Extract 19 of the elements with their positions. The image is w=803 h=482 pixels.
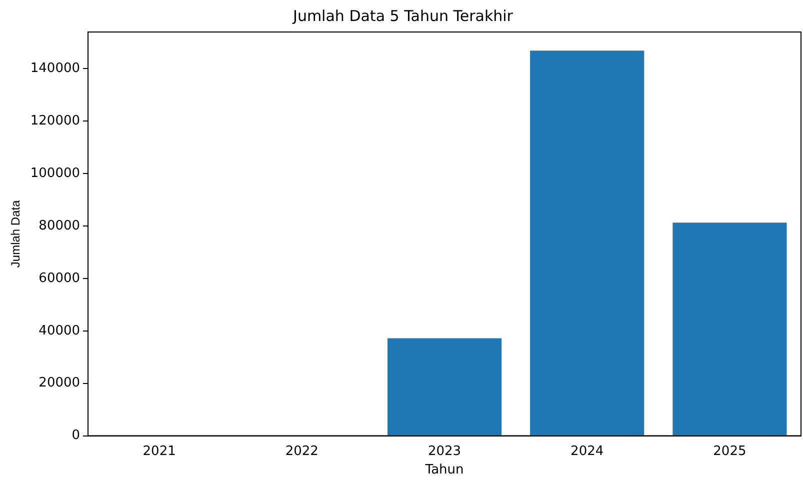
y-tick-label: 0 xyxy=(72,428,80,444)
y-tick-label: 40000 xyxy=(38,323,80,338)
bar xyxy=(672,222,787,436)
y-tick-label: 80000 xyxy=(38,218,80,234)
bar xyxy=(530,50,644,436)
x-tick-label: 2023 xyxy=(428,444,462,459)
y-tick-label: 120000 xyxy=(30,114,80,129)
x-tick-label: 2022 xyxy=(285,444,318,459)
y-axis-title: Jumlah Data xyxy=(8,200,23,268)
bar xyxy=(387,338,502,436)
x-tick-label: 2024 xyxy=(570,444,604,459)
y-tick-label: 60000 xyxy=(38,270,80,286)
x-axis-title: Tahun xyxy=(424,462,464,478)
chart-title: Jumlah Data 5 Tahun Terakhir xyxy=(292,6,514,25)
y-tick-label: 140000 xyxy=(30,61,80,76)
x-tick-label: 2025 xyxy=(713,444,746,459)
y-tick-label: 100000 xyxy=(30,166,80,181)
x-tick-label: 2021 xyxy=(142,444,176,459)
y-tick-label: 20000 xyxy=(38,376,80,391)
